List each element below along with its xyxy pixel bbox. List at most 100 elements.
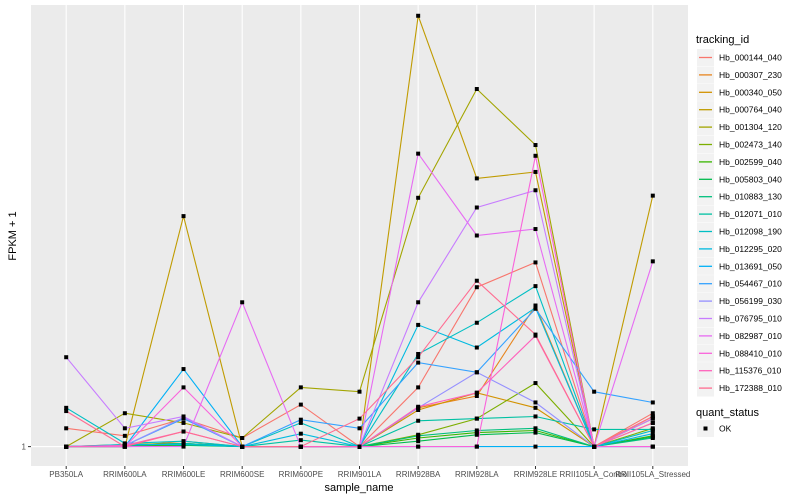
legend-label: Hb_012071_010 xyxy=(719,209,782,219)
data-point xyxy=(533,414,538,419)
data-point xyxy=(650,259,655,264)
data-point xyxy=(474,345,479,350)
x-tick-label: RRIM928LE xyxy=(514,470,558,479)
data-point xyxy=(533,227,538,232)
data-point xyxy=(357,389,362,394)
legend-label: Hb_012295_020 xyxy=(719,244,782,254)
x-tick-label: RRIM600PE xyxy=(279,470,323,479)
legend-label-ok: OK xyxy=(719,424,732,434)
legend-label: Hb_000144_040 xyxy=(719,53,782,63)
data-point xyxy=(181,442,186,447)
x-tick-label: RRIM600LA xyxy=(103,470,147,479)
data-point xyxy=(474,416,479,421)
data-point xyxy=(650,400,655,405)
data-point xyxy=(64,405,69,410)
data-point xyxy=(416,151,421,156)
data-point xyxy=(474,320,479,325)
data-point xyxy=(592,427,597,432)
legend-square-icon xyxy=(703,426,708,431)
legend-label: Hb_010883_130 xyxy=(719,192,782,202)
data-point xyxy=(650,193,655,198)
data-point xyxy=(533,153,538,158)
data-point xyxy=(416,433,421,438)
data-point xyxy=(416,300,421,305)
data-point xyxy=(416,404,421,409)
data-point xyxy=(357,444,362,449)
legend-label: Hb_056199_030 xyxy=(719,296,782,306)
data-point xyxy=(650,420,655,425)
x-tick-label: RRIM928BA xyxy=(396,470,441,479)
legend-label: Hb_000307_230 xyxy=(719,70,782,80)
x-tick-label: RRIM600LE xyxy=(162,470,206,479)
legend-label: Hb_002599_040 xyxy=(719,157,782,167)
data-point xyxy=(474,370,479,375)
data-point xyxy=(181,385,186,390)
data-point xyxy=(416,439,421,444)
data-point xyxy=(298,438,303,443)
x-tick-label: RRII105LA_Stressed xyxy=(615,470,690,479)
x-tick-label: PB350LA xyxy=(49,470,83,479)
legend: tracking_id Hb_000144_040 Hb_000307_230 Hb… xyxy=(696,34,782,437)
legend-label: Hb_082987_010 xyxy=(719,331,782,341)
x-tick-label: RRIM600SE xyxy=(220,470,264,479)
data-point xyxy=(122,426,127,431)
data-point xyxy=(650,435,655,440)
data-point xyxy=(533,143,538,148)
data-point xyxy=(650,414,655,419)
y-tick-label: 1 xyxy=(22,443,27,452)
data-point xyxy=(474,432,479,437)
data-point xyxy=(533,260,538,265)
data-point xyxy=(181,367,186,372)
data-point xyxy=(474,393,479,398)
data-point xyxy=(64,444,69,449)
data-point xyxy=(474,87,479,92)
data-point xyxy=(181,414,186,419)
data-point xyxy=(240,444,245,449)
y-axis: 1 xyxy=(22,443,31,452)
legend-label: Hb_172388_010 xyxy=(719,383,782,393)
data-point xyxy=(416,444,421,449)
data-point xyxy=(650,428,655,433)
data-point xyxy=(181,214,186,219)
data-point xyxy=(416,435,421,440)
data-point xyxy=(474,444,479,449)
data-point xyxy=(298,417,303,422)
data-point xyxy=(298,402,303,407)
data-point xyxy=(533,332,538,337)
data-point xyxy=(533,188,538,193)
legend-label: Hb_000340_050 xyxy=(719,87,782,97)
data-point xyxy=(592,389,597,394)
x-tick-label: RRIM901LA xyxy=(338,470,382,479)
data-point xyxy=(650,444,655,449)
data-point xyxy=(122,433,127,438)
data-point xyxy=(533,426,538,431)
data-point xyxy=(533,430,538,435)
legend-title-quant-status: quant_status xyxy=(696,407,759,419)
legend-label: Hb_054467_010 xyxy=(719,279,782,289)
data-point xyxy=(416,195,421,200)
data-point xyxy=(181,429,186,434)
data-point xyxy=(533,400,538,405)
data-point xyxy=(650,411,655,416)
x-axis: PB350LA RRIM600LA RRIM600LE RRIM600SE RRIM60… xyxy=(49,466,690,479)
legend-label: Hb_000764_040 xyxy=(719,105,782,115)
data-point xyxy=(533,381,538,386)
data-point xyxy=(416,407,421,412)
data-point xyxy=(650,416,655,421)
data-point xyxy=(474,428,479,433)
data-point xyxy=(181,420,186,425)
x-tick-label: RRIM928LA xyxy=(455,470,499,479)
legend-label: Hb_013691_050 xyxy=(719,261,782,271)
data-point xyxy=(533,428,538,433)
data-point xyxy=(298,385,303,390)
data-point xyxy=(122,411,127,416)
data-point xyxy=(474,233,479,238)
data-point xyxy=(416,351,421,356)
data-point xyxy=(181,444,186,449)
legend-label: Hb_005803_040 xyxy=(719,174,782,184)
data-point xyxy=(474,278,479,283)
data-point xyxy=(650,431,655,436)
legend-label: Hb_002473_140 xyxy=(719,140,782,150)
data-point xyxy=(533,306,538,311)
